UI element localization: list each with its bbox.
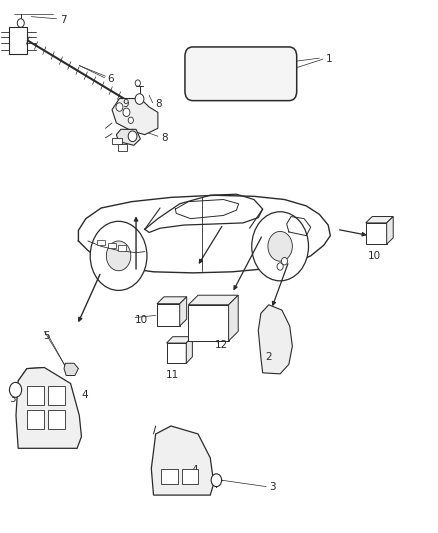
Text: 6: 6 — [108, 75, 114, 84]
Circle shape — [135, 94, 144, 104]
Text: 1: 1 — [326, 54, 332, 64]
Text: 4: 4 — [192, 465, 198, 474]
Polygon shape — [64, 364, 78, 375]
Polygon shape — [188, 295, 238, 305]
Bar — [161, 469, 178, 484]
Circle shape — [268, 231, 292, 261]
Polygon shape — [180, 297, 187, 326]
Text: 3: 3 — [10, 394, 16, 405]
Polygon shape — [387, 216, 393, 244]
Text: 4: 4 — [81, 390, 88, 400]
Circle shape — [128, 117, 134, 124]
Polygon shape — [112, 99, 158, 135]
Circle shape — [17, 19, 24, 27]
Bar — [108, 243, 116, 248]
Polygon shape — [186, 337, 192, 364]
Text: 10: 10 — [367, 251, 381, 261]
Text: 2: 2 — [265, 352, 272, 362]
FancyBboxPatch shape — [185, 47, 297, 101]
Text: 12: 12 — [215, 340, 228, 350]
Bar — [97, 240, 105, 245]
Circle shape — [252, 212, 308, 281]
Bar — [48, 410, 65, 429]
Text: 8: 8 — [161, 133, 168, 143]
Text: 7: 7 — [60, 15, 66, 25]
Circle shape — [135, 80, 141, 86]
Polygon shape — [16, 368, 81, 448]
Bar — [188, 305, 229, 341]
Text: 8: 8 — [155, 99, 162, 109]
Circle shape — [116, 103, 123, 111]
Bar — [27, 386, 44, 405]
Circle shape — [277, 263, 283, 270]
Circle shape — [211, 474, 222, 487]
Text: 10: 10 — [135, 314, 148, 325]
Bar — [48, 386, 65, 405]
Bar — [157, 304, 180, 326]
Circle shape — [10, 382, 21, 397]
Circle shape — [123, 108, 130, 117]
Bar — [166, 343, 186, 364]
Polygon shape — [157, 297, 187, 304]
Text: 3: 3 — [269, 482, 276, 492]
Bar — [27, 410, 44, 429]
Bar — [112, 138, 122, 144]
Polygon shape — [258, 305, 292, 374]
Polygon shape — [166, 337, 192, 343]
Bar — [182, 469, 198, 484]
Circle shape — [106, 241, 131, 271]
Text: 5: 5 — [43, 330, 50, 341]
Circle shape — [90, 221, 147, 290]
Bar — [118, 144, 127, 151]
Polygon shape — [117, 130, 141, 146]
Polygon shape — [151, 426, 214, 495]
Polygon shape — [229, 295, 238, 341]
Polygon shape — [366, 216, 393, 223]
Text: 11: 11 — [166, 370, 179, 381]
Bar — [118, 245, 126, 251]
Circle shape — [128, 131, 137, 142]
Circle shape — [282, 257, 288, 265]
Bar — [366, 223, 387, 244]
Text: 9: 9 — [122, 99, 129, 109]
